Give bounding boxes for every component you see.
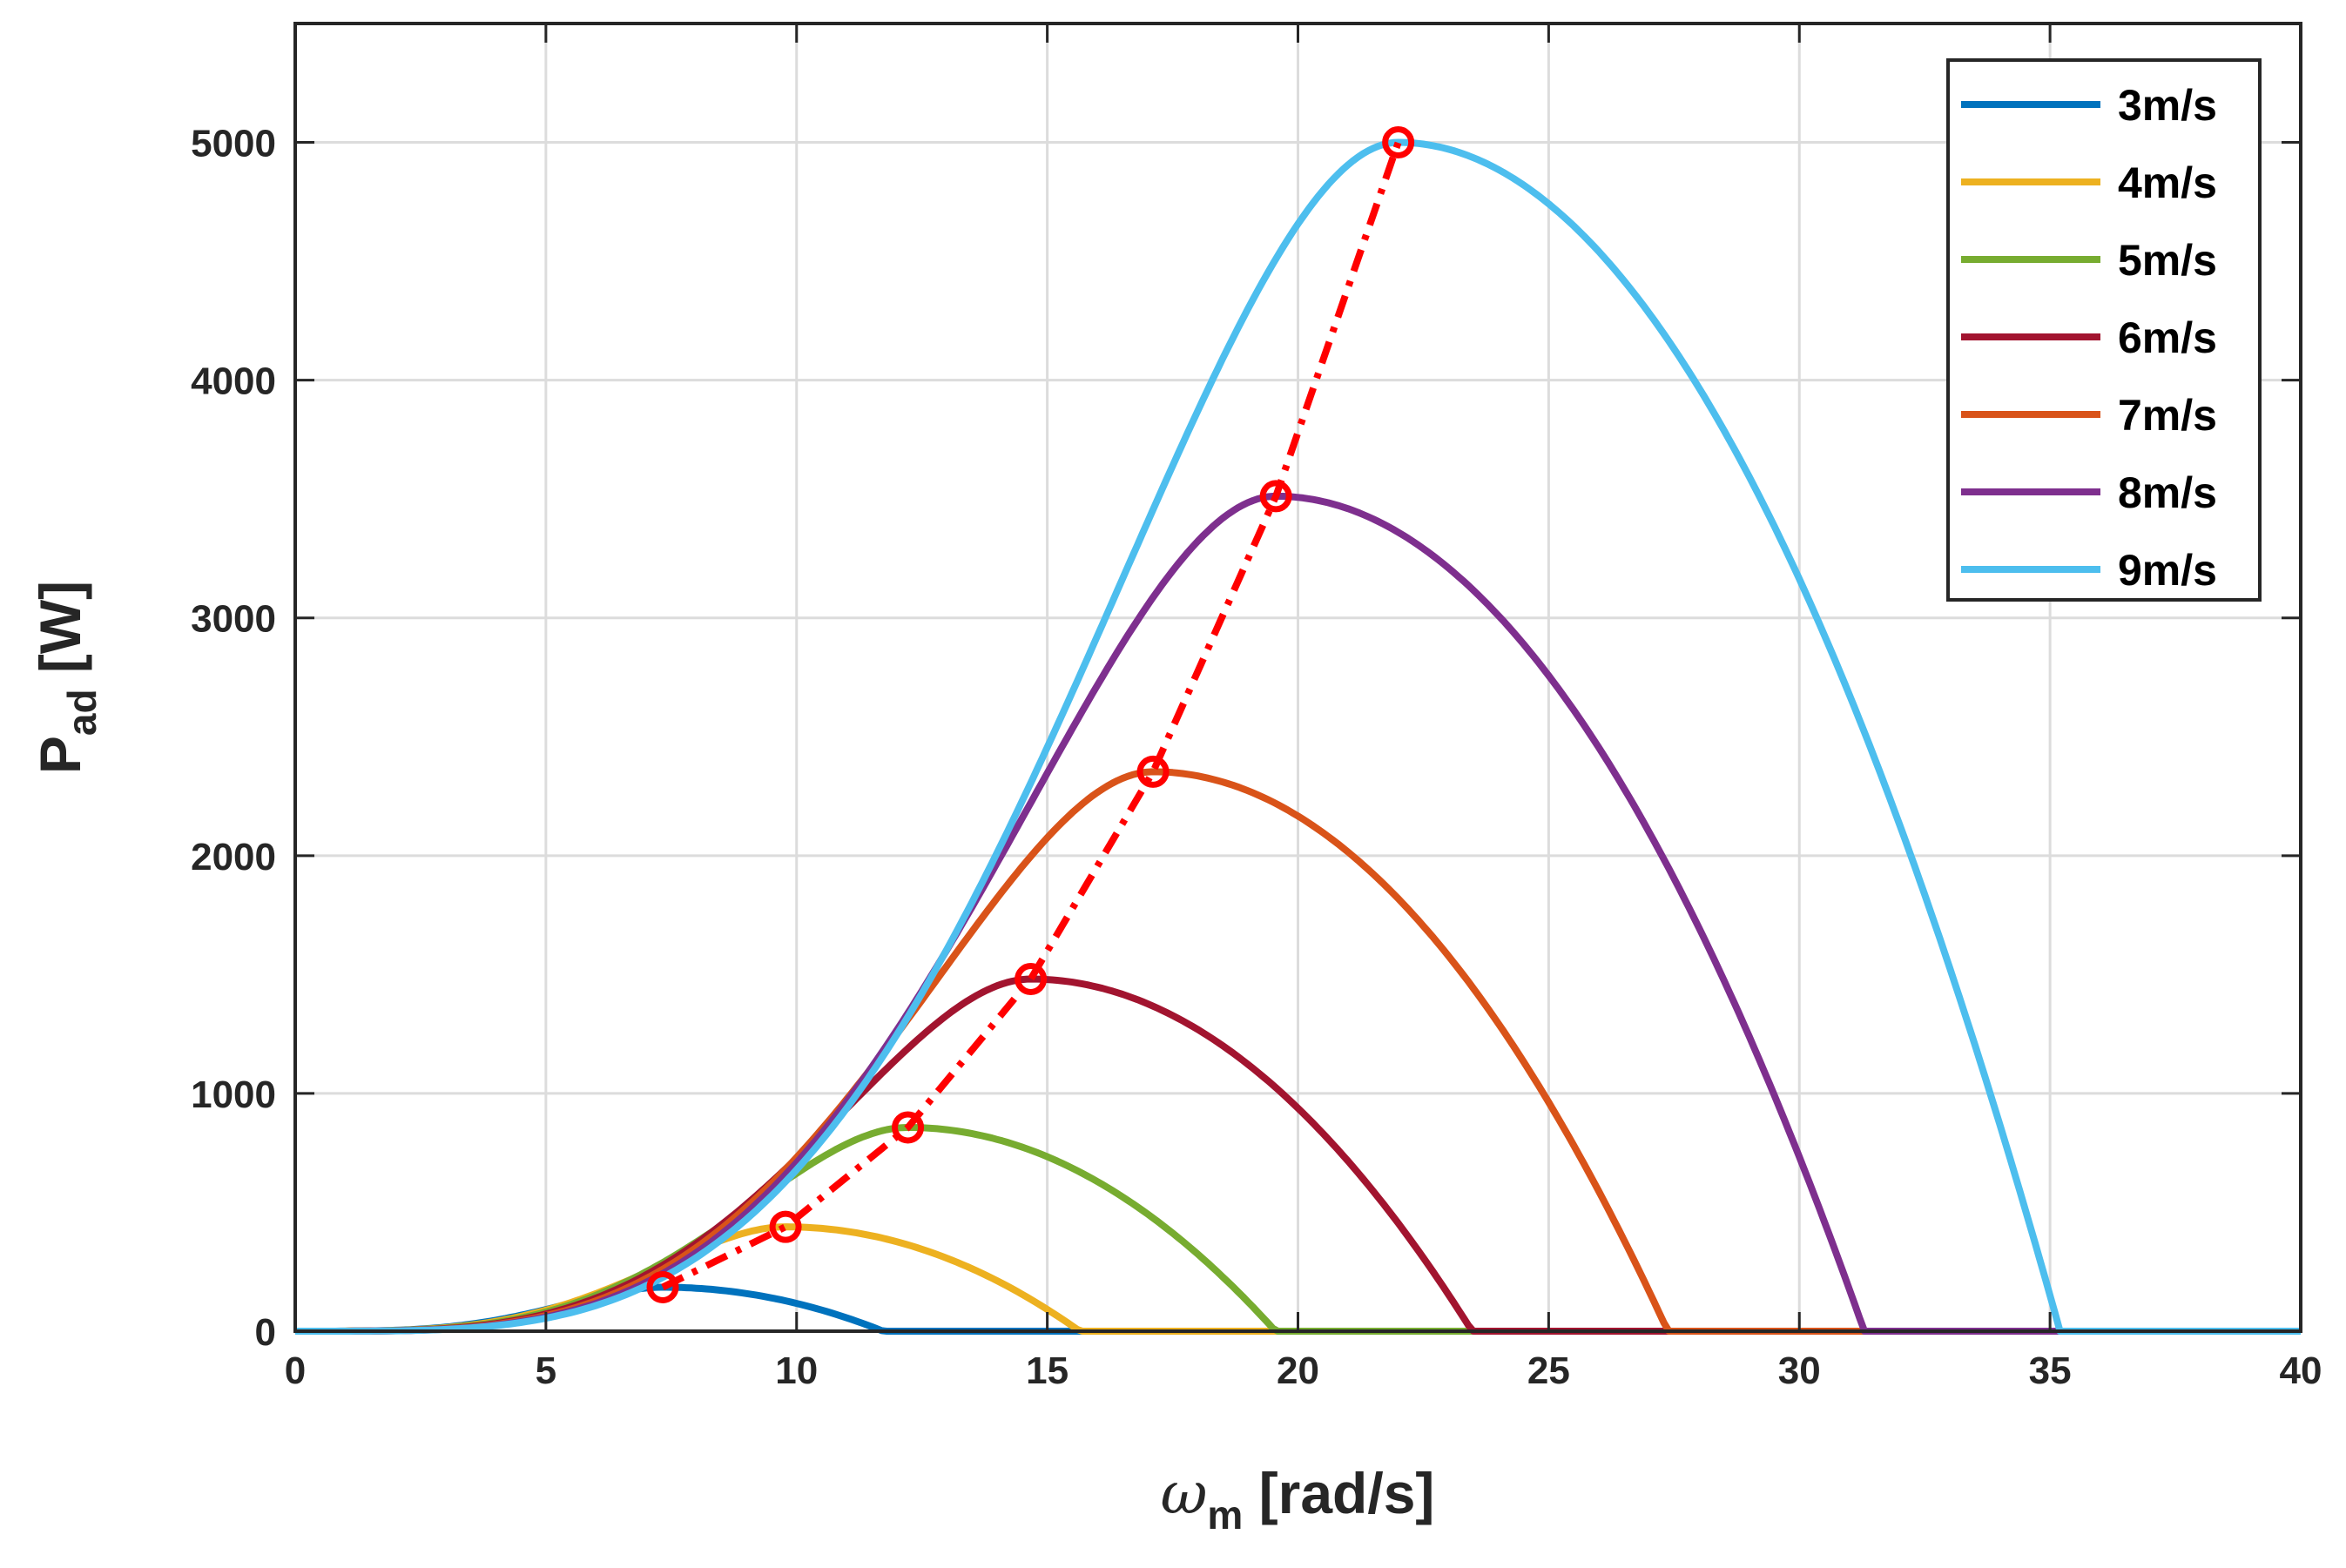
y-tick-label: 1000: [191, 1073, 276, 1116]
legend-label: 6m/s: [2118, 313, 2217, 362]
y-axis-title: Pad [W]: [28, 581, 104, 774]
ticks: [293, 24, 2302, 1333]
x-tick-label: 20: [1277, 1349, 1319, 1392]
x-tick-label: 35: [2029, 1349, 2072, 1392]
y-axis-symbol: P: [28, 736, 92, 774]
legend-label: 7m/s: [2118, 391, 2217, 440]
tick-labels: 0 5 10 15 20 25 30 35 40 0 1000 2000 3000 4000 5000: [191, 123, 2322, 1392]
x-tick-label: 5: [536, 1349, 556, 1392]
grid: [295, 24, 2301, 1331]
mppt-marker: [1382, 126, 1415, 159]
y-tick-label: 3000: [191, 598, 276, 641]
x-axis-symbol: ω: [1161, 1460, 1208, 1527]
y-axis-subscript: ad: [59, 689, 104, 736]
y-tick-label: 4000: [191, 360, 276, 403]
x-tick-label: 0: [285, 1349, 306, 1392]
mppt-marker: [892, 1111, 925, 1144]
legend-box: [1946, 58, 2262, 602]
y-tick-label: 5000: [191, 123, 276, 165]
mppt-line: [661, 141, 1402, 1291]
series-line-9m-s: [295, 138, 2301, 1335]
x-tick-label: 30: [1778, 1349, 1821, 1392]
legend-label: 8m/s: [2118, 468, 2217, 517]
legend-label: 4m/s: [2118, 158, 2217, 207]
x-axis-title: ωm [rad/s]: [1161, 1460, 1435, 1538]
y-tick-label: 2000: [191, 836, 276, 878]
legend-label: 9m/s: [2118, 546, 2217, 595]
mppt-layer: [646, 126, 1415, 1303]
x-tick-label: 25: [1527, 1349, 1570, 1392]
x-tick-label: 10: [775, 1349, 818, 1392]
mppt-marker: [1015, 963, 1048, 996]
x-axis-unit: [rad/s]: [1259, 1461, 1435, 1525]
mppt-marker: [646, 1270, 679, 1303]
x-axis-unit-spacer: [1243, 1461, 1258, 1525]
legend: 3m/s 4m/s 5m/s 6m/s 7m/s 8m/s 9m/s: [1946, 58, 2262, 602]
mppt-marker: [769, 1210, 802, 1243]
x-tick-label: 40: [2280, 1349, 2322, 1392]
y-axis-unit-spacer: [28, 673, 92, 689]
legend-label: 5m/s: [2118, 236, 2217, 285]
x-tick-label: 15: [1026, 1349, 1069, 1392]
x-axis-subscript: m: [1207, 1492, 1243, 1538]
legend-label: 3m/s: [2118, 81, 2217, 130]
mppt-marker: [1136, 755, 1170, 788]
mppt-marker: [1259, 480, 1292, 513]
y-axis-unit: [W]: [28, 581, 92, 673]
y-tick-label: 0: [255, 1311, 276, 1354]
